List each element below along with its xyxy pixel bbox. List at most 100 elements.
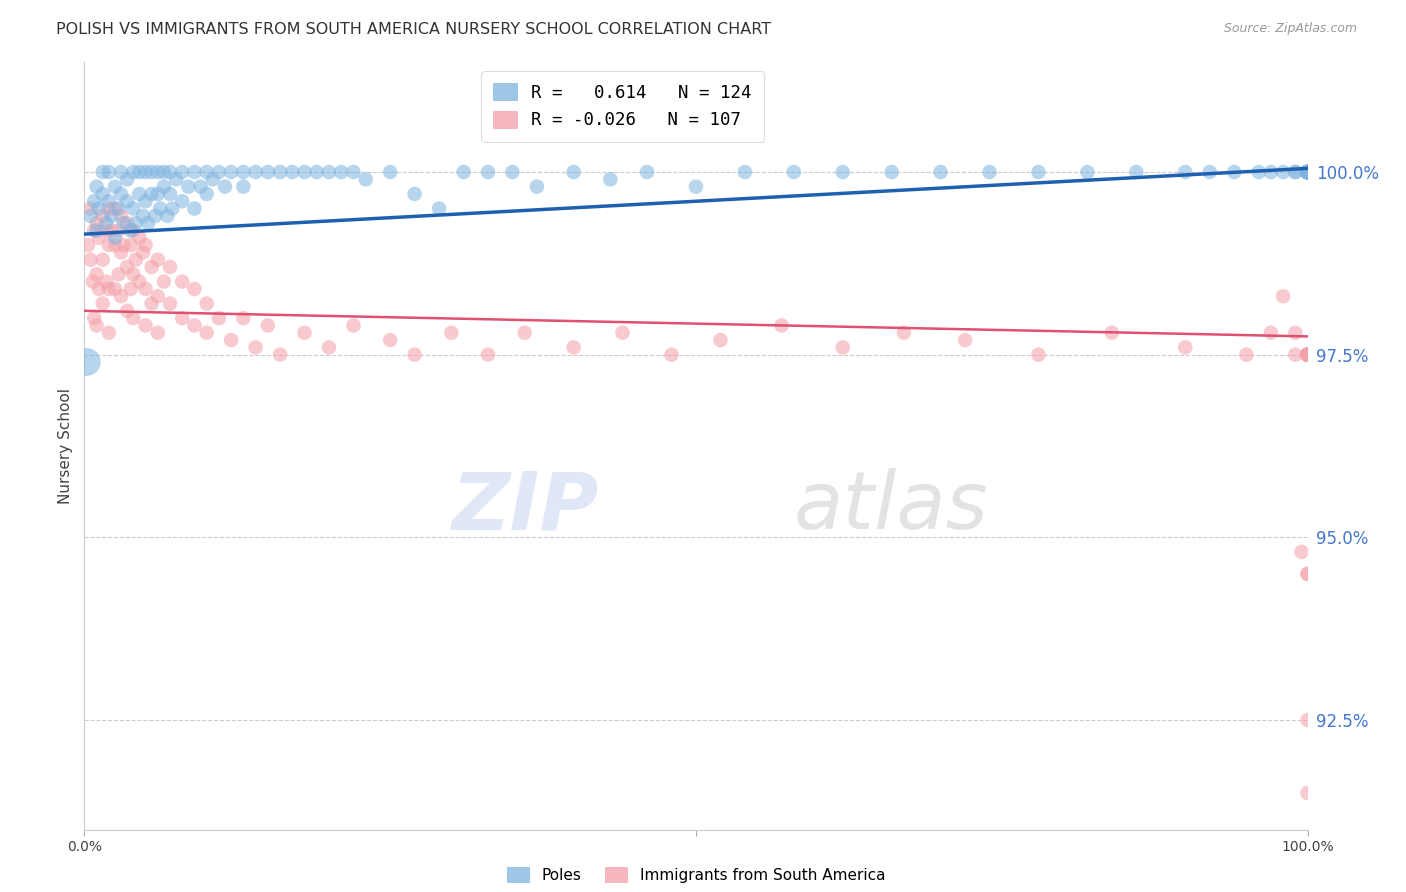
Point	[172, 311, 194, 326]
Point	[91, 165, 114, 179]
Point	[1174, 340, 1197, 354]
Point	[1260, 326, 1282, 340]
Point	[1247, 165, 1270, 179]
Point	[1296, 348, 1319, 362]
Point	[1028, 165, 1050, 179]
Point	[770, 318, 793, 333]
Point	[404, 348, 426, 362]
Point	[159, 186, 181, 201]
Point	[79, 202, 101, 216]
Point	[1296, 165, 1319, 179]
Y-axis label: Nursery School: Nursery School	[58, 388, 73, 504]
Point	[208, 311, 231, 326]
Point	[1296, 786, 1319, 800]
Point	[83, 194, 105, 209]
Point	[1101, 326, 1123, 340]
Point	[107, 268, 129, 282]
Point	[1296, 165, 1319, 179]
Point	[122, 165, 145, 179]
Point	[305, 165, 328, 179]
Point	[122, 202, 145, 216]
Point	[141, 165, 163, 179]
Point	[141, 296, 163, 310]
Point	[112, 216, 135, 230]
Point	[1296, 348, 1319, 362]
Point	[104, 202, 127, 216]
Point	[214, 179, 236, 194]
Point	[257, 165, 280, 179]
Point	[100, 209, 122, 223]
Point	[1296, 348, 1319, 362]
Point	[79, 209, 101, 223]
Point	[190, 179, 212, 194]
Text: POLISH VS IMMIGRANTS FROM SOUTH AMERICA NURSERY SCHOOL CORRELATION CHART: POLISH VS IMMIGRANTS FROM SOUTH AMERICA …	[56, 22, 772, 37]
Point	[132, 209, 155, 223]
Point	[1291, 545, 1313, 559]
Point	[1296, 348, 1319, 362]
Point	[1076, 165, 1098, 179]
Point	[91, 296, 114, 310]
Point	[159, 165, 181, 179]
Point	[141, 186, 163, 201]
Point	[122, 311, 145, 326]
Point	[929, 165, 952, 179]
Point	[97, 202, 120, 216]
Point	[135, 282, 157, 296]
Point	[1223, 165, 1246, 179]
Point	[831, 340, 853, 354]
Point	[79, 252, 101, 267]
Point	[100, 223, 122, 237]
Point	[318, 340, 340, 354]
Point	[893, 326, 915, 340]
Text: atlas: atlas	[794, 468, 988, 547]
Point	[1284, 165, 1306, 179]
Point	[1284, 326, 1306, 340]
Point	[87, 202, 110, 216]
Point	[115, 260, 138, 274]
Point	[342, 318, 364, 333]
Point	[404, 186, 426, 201]
Point	[153, 165, 176, 179]
Point	[87, 282, 110, 296]
Point	[1296, 165, 1319, 179]
Point	[1260, 165, 1282, 179]
Point	[115, 172, 138, 186]
Point	[1296, 165, 1319, 179]
Point	[183, 318, 205, 333]
Point	[201, 172, 224, 186]
Point	[709, 333, 731, 347]
Point	[685, 179, 707, 194]
Point	[143, 209, 166, 223]
Point	[269, 348, 291, 362]
Point	[104, 231, 127, 245]
Point	[115, 216, 138, 230]
Point	[86, 268, 108, 282]
Point	[96, 275, 118, 289]
Point	[1272, 289, 1295, 303]
Point	[122, 223, 145, 237]
Point	[427, 202, 450, 216]
Point	[1296, 165, 1319, 179]
Point	[1296, 348, 1319, 362]
Point	[146, 289, 169, 303]
Point	[183, 282, 205, 296]
Point	[1198, 165, 1220, 179]
Point	[612, 326, 634, 340]
Point	[1296, 165, 1319, 179]
Point	[1296, 348, 1319, 362]
Point	[172, 275, 194, 289]
Point	[477, 165, 499, 179]
Point	[128, 231, 150, 245]
Point	[245, 165, 267, 179]
Point	[245, 340, 267, 354]
Point	[86, 223, 108, 237]
Point	[1236, 348, 1258, 362]
Point	[380, 333, 402, 347]
Point	[110, 186, 132, 201]
Point	[477, 348, 499, 362]
Point	[219, 165, 242, 179]
Point	[1296, 713, 1319, 727]
Point	[380, 165, 402, 179]
Point	[195, 165, 218, 179]
Point	[96, 216, 118, 230]
